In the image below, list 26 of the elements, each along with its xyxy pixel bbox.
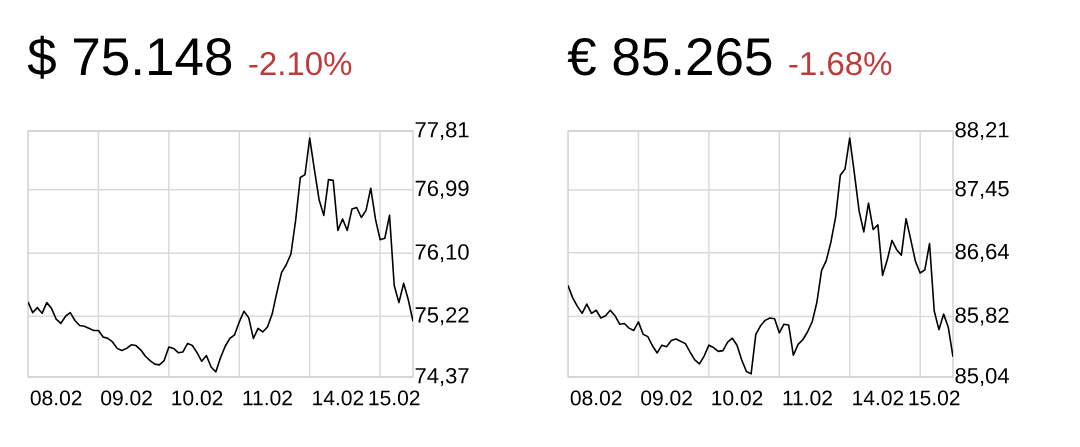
y-tick-label: 88,21 (955, 121, 1009, 141)
chart-title: € 85.265 (567, 38, 772, 76)
x-tick-label: 10.02 (172, 390, 223, 406)
y-tick-label: 76,99 (415, 180, 469, 199)
y-tick-label: 74,37 (415, 367, 469, 387)
y-tick-label: 87,45 (955, 180, 1009, 200)
y-tick-label: 85,82 (955, 307, 1009, 326)
x-tick-label: 14.02 (853, 390, 904, 406)
x-tick-label: 11.02 (243, 390, 292, 406)
x-tick-label: 09.02 (641, 390, 692, 406)
x-tick-label: 09.02 (101, 390, 152, 406)
x-tick-label: 08.02 (30, 390, 82, 406)
y-tick-label: 77,81 (415, 121, 469, 141)
x-tick-label: 14.02 (313, 390, 364, 406)
x-tick-label: 15.02 (369, 390, 420, 406)
y-tick-label: 75,22 (415, 307, 469, 326)
chart-subtitle: -1.68% (789, 51, 892, 76)
chart-subtitle: -2.10% (249, 51, 352, 76)
y-tick-label: 86,64 (955, 243, 1009, 262)
x-tick-label: 11.02 (783, 390, 832, 406)
x-tick-label: 15.02 (909, 390, 960, 406)
x-tick-label: 08.02 (570, 390, 622, 406)
x-tick-label: 10.02 (712, 390, 763, 406)
chart-title: $ 75.148 (27, 35, 232, 79)
y-tick-label: 85,04 (955, 367, 1009, 387)
y-tick-label: 76,10 (415, 244, 469, 263)
